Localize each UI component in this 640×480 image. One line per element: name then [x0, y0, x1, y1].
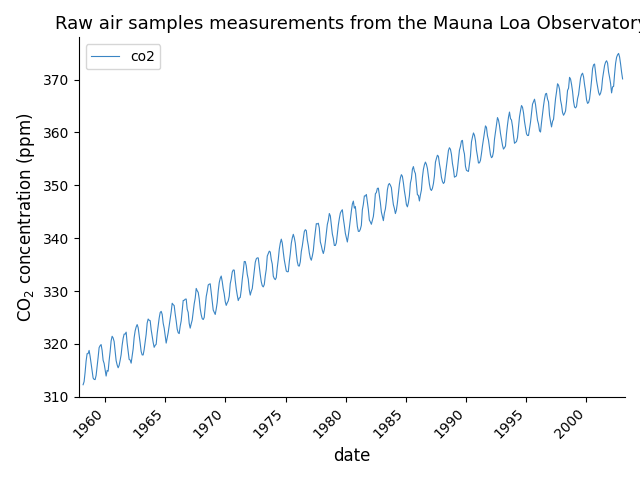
co2	[79, 382, 87, 388]
Line: co2: co2	[83, 53, 623, 385]
co2	[406, 193, 413, 199]
Y-axis label: CO$_2$ concentration (ppm): CO$_2$ concentration (ppm)	[15, 112, 37, 322]
co2	[619, 76, 627, 82]
co2	[560, 112, 568, 118]
co2	[615, 50, 623, 56]
co2	[545, 99, 552, 105]
co2	[461, 151, 468, 157]
co2	[490, 149, 497, 155]
X-axis label: date: date	[333, 447, 371, 465]
Legend: co2: co2	[86, 44, 161, 70]
co2	[109, 335, 117, 341]
Title: Raw air samples measurements from the Mauna Loa Observatory: Raw air samples measurements from the Ma…	[55, 15, 640, 33]
